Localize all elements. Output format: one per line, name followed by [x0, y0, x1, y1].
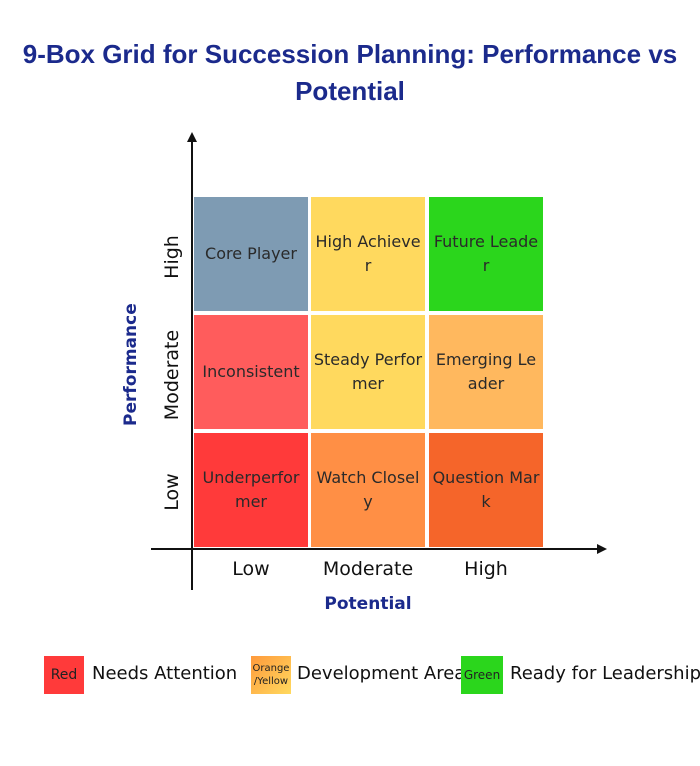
x-axis-arrow-icon: [597, 544, 607, 554]
y-tick-low: Low: [161, 473, 183, 511]
legend-swatch-red: Red: [44, 656, 84, 694]
x-tick-low: Low: [232, 558, 270, 580]
grid-cell-label: High Achiever: [315, 232, 421, 275]
page-title: 9-Box Grid for Succession Planning: Perf…: [22, 39, 678, 106]
grid-cell-question-mark: Question Mark: [429, 433, 543, 547]
grid-cell-emerging-leader: Emerging Leader: [429, 315, 543, 429]
grid-cell-label: Question Mark: [432, 468, 540, 511]
legend-swatch-text: Green: [463, 668, 501, 682]
x-axis-title: Potential: [324, 594, 412, 614]
grid-cell-high-achiever: High Achiever: [311, 197, 425, 311]
y-axis-line: [191, 140, 193, 590]
legend-label-development-area: Development Area: [297, 663, 466, 684]
grid-cell-core-player: Core Player: [194, 197, 308, 311]
y-tick-high: High: [161, 235, 183, 279]
legend-label-ready-for-leadership: Ready for Leadership: [510, 663, 700, 684]
grid-cell-label: Steady Performer: [313, 350, 423, 393]
grid-cell-steady-performer: Steady Performer: [311, 315, 425, 429]
grid-cell-label: Core Player: [205, 244, 297, 263]
y-axis-title: Performance: [121, 303, 141, 426]
y-tick-moderate: Moderate: [161, 329, 183, 421]
x-tick-high: High: [464, 558, 508, 580]
x-tick-moderate: Moderate: [322, 558, 414, 580]
legend-swatch-text: Orange /Yellow: [252, 663, 290, 687]
grid-cell-label: Future Leader: [433, 232, 539, 275]
legend-swatch-orange-yellow: Orange /Yellow: [251, 656, 291, 694]
legend-swatch-text: Red: [50, 667, 78, 683]
grid-cell-label: Inconsistent: [202, 362, 300, 381]
grid-cell-label: Underperformer: [202, 468, 300, 511]
legend-label-needs-attention: Needs Attention: [92, 663, 238, 684]
y-axis-arrow-icon: [187, 132, 197, 142]
x-axis-line: [151, 548, 599, 550]
grid-cell-label: Emerging Leader: [435, 350, 537, 393]
grid-cell-future-leader: Future Leader: [429, 197, 543, 311]
grid-cell-inconsistent: Inconsistent: [194, 315, 308, 429]
grid-cell-underperformer: Underperformer: [194, 433, 308, 547]
grid-cell-watch-closely: Watch Closely: [311, 433, 425, 547]
grid-cell-label: Watch Closely: [316, 468, 420, 511]
legend-swatch-green: Green: [461, 656, 503, 694]
